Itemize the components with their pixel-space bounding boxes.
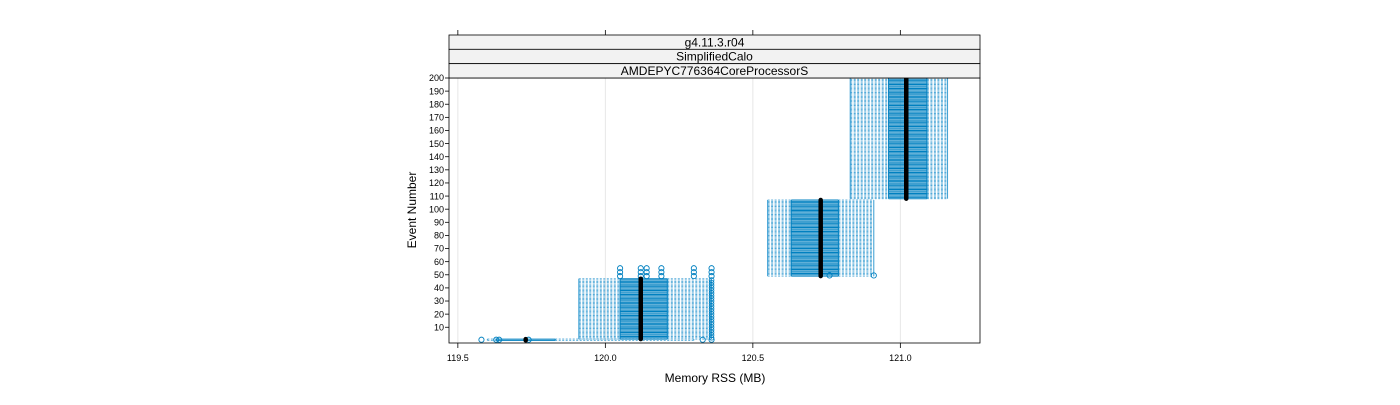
outlier-point xyxy=(493,336,500,343)
outlier-point xyxy=(643,265,650,272)
y-tick-label: 200 xyxy=(429,73,444,83)
outlier-point xyxy=(708,324,715,331)
outlier-point xyxy=(708,279,715,286)
outlier-point xyxy=(708,334,715,341)
y-tick-label: 40 xyxy=(434,283,444,293)
y-tick-label: 110 xyxy=(430,191,444,201)
axis-layer: 119.5 120.0 120.5 121.0 10 20 30 40 50 60 70 80 90 10… xyxy=(429,30,912,363)
box-group-3 xyxy=(767,197,877,279)
plot-layer xyxy=(478,75,949,343)
outlier-point xyxy=(708,265,715,272)
y-tick-label: 160 xyxy=(429,126,444,136)
strip-label: SimplifiedCalo xyxy=(676,50,753,64)
outlier-point xyxy=(708,269,715,276)
outlier-point xyxy=(826,272,833,279)
x-tick-label: 120.0 xyxy=(594,353,617,363)
outlier-point xyxy=(617,273,624,280)
y-tick-label: 70 xyxy=(434,244,444,254)
y-tick-label: 130 xyxy=(429,165,444,175)
outlier-point xyxy=(708,295,715,302)
outlier-point xyxy=(708,327,715,333)
outlier-point xyxy=(708,292,715,299)
outlier-point xyxy=(708,300,715,307)
outlier-point xyxy=(617,269,624,276)
outlier-point xyxy=(637,265,644,272)
strip-layer: g4.11.3.r04SimplifiedCaloAMDEPYC776364Co… xyxy=(448,34,981,79)
outlier-point xyxy=(708,313,715,320)
y-tick-label: 150 xyxy=(429,139,444,149)
outlier-point xyxy=(708,308,715,315)
outlier-point xyxy=(708,287,715,294)
outlier-point xyxy=(658,273,665,280)
outlier-point xyxy=(478,336,485,343)
outlier-point xyxy=(690,269,697,276)
y-tick-label: 90 xyxy=(434,218,444,228)
outlier-point xyxy=(708,316,715,323)
outlier-point xyxy=(637,269,644,276)
x-tick-label: 121.0 xyxy=(889,353,912,363)
y-tick-label: 80 xyxy=(434,231,444,241)
outlier-point xyxy=(643,269,650,276)
outlier-point xyxy=(658,269,665,276)
y-axis-label: Event Number xyxy=(405,172,419,249)
outlier-point xyxy=(870,272,877,279)
y-tick-label: 170 xyxy=(429,113,444,123)
box-group-2 xyxy=(578,265,715,342)
strip-background xyxy=(448,63,981,79)
outlier-point xyxy=(708,306,715,312)
outlier-point xyxy=(617,265,624,272)
outlier-point xyxy=(708,277,715,283)
outlier-point xyxy=(690,273,697,280)
outlier-point xyxy=(699,336,706,343)
y-tick-label: 190 xyxy=(429,86,444,96)
outlier-point xyxy=(708,332,715,338)
outlier-point xyxy=(643,273,650,280)
outlier-point xyxy=(708,311,715,317)
box-group-1 xyxy=(478,336,715,343)
outlier-point xyxy=(708,319,715,325)
x-tick-label: 119.5 xyxy=(447,353,469,363)
outlier-point xyxy=(708,329,715,336)
y-tick-label: 120 xyxy=(429,178,444,188)
outlier-point xyxy=(708,290,715,296)
box-group-4 xyxy=(849,75,949,201)
y-tick-label: 180 xyxy=(429,99,444,109)
strip-label: AMDEPYC776364CoreProcessorS xyxy=(621,64,808,78)
y-tick-label: 60 xyxy=(434,257,444,267)
outlier-point xyxy=(708,273,715,280)
strip-label: g4.11.3.r04 xyxy=(685,35,745,49)
x-axis-label: Memory RSS (MB) xyxy=(665,371,766,385)
outlier-point xyxy=(658,265,665,272)
y-tick-label: 100 xyxy=(429,204,444,214)
y-tick-label: 140 xyxy=(429,152,444,162)
outlier-point xyxy=(708,303,715,310)
outlier-point xyxy=(690,265,697,272)
outlier-point xyxy=(708,285,715,291)
y-tick-label: 50 xyxy=(434,270,444,280)
outlier-point xyxy=(708,321,715,328)
outlier-point xyxy=(708,282,715,289)
y-tick-label: 30 xyxy=(434,296,444,306)
y-tick-label: 10 xyxy=(434,322,444,332)
outlier-point xyxy=(496,336,503,343)
x-tick-label: 120.5 xyxy=(742,353,765,363)
outlier-point xyxy=(708,298,715,304)
y-tick-label: 20 xyxy=(434,309,444,319)
